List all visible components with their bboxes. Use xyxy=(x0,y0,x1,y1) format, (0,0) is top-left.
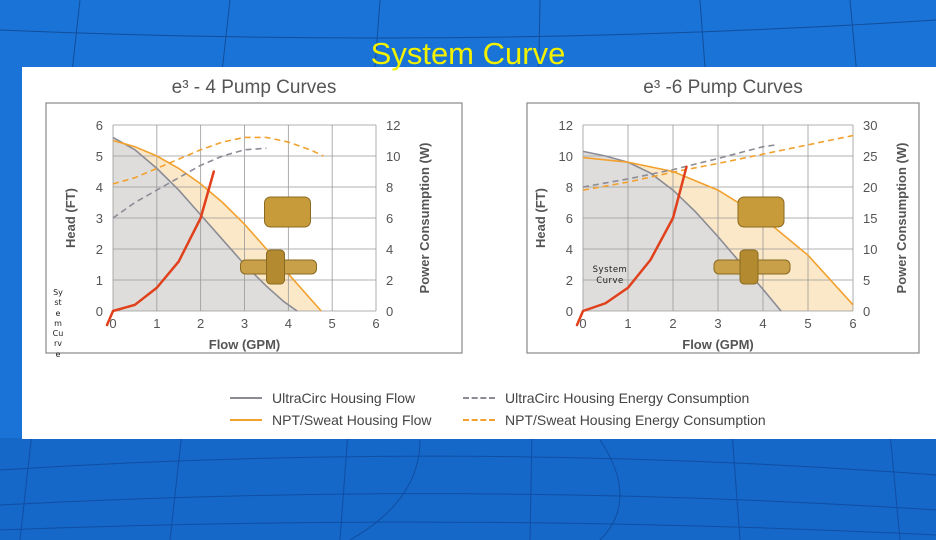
y-tick-label: 0 xyxy=(96,304,103,319)
y2-tick-label: 8 xyxy=(386,180,393,195)
x-tick-label: 3 xyxy=(714,316,721,331)
series-line-ultracirc-housing-flow xyxy=(112,136,298,312)
series-line-npt-sweat-housing-flow xyxy=(112,139,322,312)
legend-swatch xyxy=(463,397,495,399)
series-line-npt-sweat-housing-energy-consumption xyxy=(112,136,324,185)
slide-title: System Curve xyxy=(370,36,566,71)
chart-title: e³ - 4 Pump Curves xyxy=(172,77,337,98)
x-tick-label: 6 xyxy=(849,316,856,331)
y2-tick-label: 4 xyxy=(386,242,393,257)
x-tick-label: 0 xyxy=(109,316,116,331)
vertical-system-curve-label: SystemCurve xyxy=(52,288,64,359)
y2-tick-label: 25 xyxy=(863,149,877,164)
series-line-ultracirc-housing-energy-consumption xyxy=(582,144,777,188)
chart-panel: e³ - 4 Pump Curves 0 1 2 3 4 5 6 0 1 2 3 4 5 6 0 2 4 6 8 10 1… xyxy=(22,67,936,439)
series-line-npt-sweat-housing-flow xyxy=(582,156,854,306)
y2-tick-label: 6 xyxy=(386,211,393,226)
y-tick-label: 5 xyxy=(96,149,103,164)
y-tick-label: 3 xyxy=(96,211,103,226)
y-tick-label: 0 xyxy=(566,304,573,319)
legend-swatch xyxy=(463,419,495,421)
x-tick-label: 4 xyxy=(759,316,766,331)
pump-head-image xyxy=(264,196,311,228)
legend-label: UltraCirc Housing Flow xyxy=(272,390,416,406)
y-tick-label: 8 xyxy=(566,180,573,195)
x-tick-label: 5 xyxy=(804,316,811,331)
x-tick-label: 0 xyxy=(579,316,586,331)
y2-tick-label: 15 xyxy=(863,211,877,226)
system-curve-line xyxy=(105,170,216,327)
y2-axis-label: Power Consumption (W) xyxy=(894,143,909,294)
x-tick-label: 1 xyxy=(153,316,160,331)
legend-ultracirc-flow: UltraCirc Housing Flow xyxy=(230,390,415,406)
legend-npt-energy: NPT/Sweat Housing Energy Consumption xyxy=(463,412,766,428)
x-axis-label: Flow (GPM) xyxy=(209,337,281,352)
y-tick-label: 4 xyxy=(566,242,573,257)
legend-npt-flow: NPT/Sweat Housing Flow xyxy=(230,412,432,428)
y2-tick-label: 10 xyxy=(386,149,400,164)
y-axis-label: Head (FT) xyxy=(533,188,548,248)
x-tick-label: 4 xyxy=(285,316,292,331)
y-tick-label: 2 xyxy=(566,273,573,288)
y2-axis-label: Power Consumption (W) xyxy=(417,143,432,294)
legend-swatch xyxy=(230,397,262,399)
x-tick-label: 6 xyxy=(372,316,379,331)
legend-swatch xyxy=(230,419,262,421)
series-line-npt-sweat-housing-energy-consumption xyxy=(582,134,854,191)
legend-label: NPT/Sweat Housing Energy Consumption xyxy=(505,412,766,428)
y2-tick-label: 0 xyxy=(863,304,870,319)
y2-tick-label: 12 xyxy=(386,118,400,133)
y-tick-label: 2 xyxy=(96,242,103,257)
y2-tick-label: 5 xyxy=(863,273,870,288)
x-tick-label: 3 xyxy=(241,316,248,331)
x-tick-label: 2 xyxy=(197,316,204,331)
legend-label: UltraCirc Housing Energy Consumption xyxy=(505,390,750,406)
ultracirc-flow-area xyxy=(113,137,298,311)
y-tick-label: 4 xyxy=(96,180,103,195)
legend-label: NPT/Sweat Housing Flow xyxy=(272,412,432,428)
y-axis-label: Head (FT) xyxy=(63,188,78,248)
pump-head-image xyxy=(737,196,785,228)
y2-tick-label: 0 xyxy=(386,304,393,319)
y2-tick-label: 10 xyxy=(863,242,877,257)
y-tick-label: 10 xyxy=(559,149,573,164)
pump-body-image xyxy=(739,249,759,285)
system-curve-line xyxy=(575,165,688,327)
y-tick-label: 1 xyxy=(96,273,103,288)
y-tick-label: 6 xyxy=(566,211,573,226)
pump-body-image xyxy=(266,249,285,285)
legend-ultracirc-energy: UltraCirc Housing Energy Consumption xyxy=(463,390,749,406)
x-tick-label: 1 xyxy=(624,316,631,331)
x-tick-label: 5 xyxy=(329,316,336,331)
system-curve-label: System Curve xyxy=(592,265,628,286)
x-axis-label: Flow (GPM) xyxy=(682,337,754,352)
x-tick-label: 2 xyxy=(669,316,676,331)
chart-title: e³ -6 Pump Curves xyxy=(643,77,802,98)
series-line-ultracirc-housing-energy-consumption xyxy=(112,147,267,219)
y2-tick-label: 2 xyxy=(386,273,393,288)
y2-tick-label: 30 xyxy=(863,118,877,133)
y2-tick-label: 20 xyxy=(863,180,877,195)
y-tick-label: 6 xyxy=(96,118,103,133)
y-tick-label: 12 xyxy=(559,118,573,133)
